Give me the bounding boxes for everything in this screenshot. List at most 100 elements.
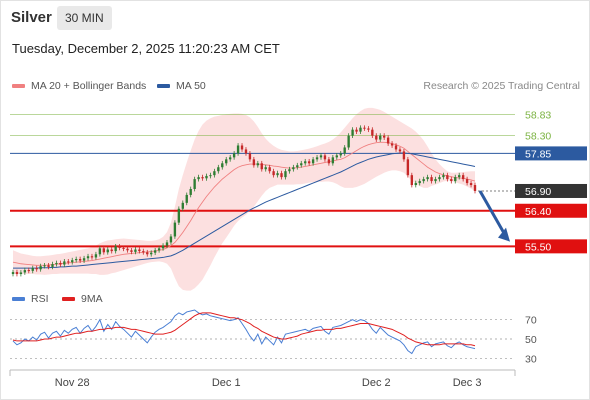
candle-body-77 <box>315 157 319 160</box>
candle-body-117 <box>473 185 477 191</box>
candle-body-106 <box>430 177 433 182</box>
candle-body-28 <box>122 247 125 249</box>
candle-body-56 <box>232 153 236 158</box>
support-label-4: 56.40 <box>525 206 551 218</box>
candle-body-27 <box>118 246 121 248</box>
candle-body-93 <box>379 135 382 140</box>
legend-ma50: MA 50 <box>157 80 206 92</box>
candle-body-67 <box>276 173 279 176</box>
candle-body-75 <box>307 161 311 164</box>
candle-body-95 <box>386 137 390 144</box>
legend-ma20: MA 20 + Bollinger Bands <box>12 80 146 92</box>
pivot-label-box <box>515 146 587 161</box>
ma50-line <box>13 152 476 269</box>
timeframe-badge[interactable]: 30 MIN <box>57 6 112 30</box>
copyright-text: Research © 2025 Trading Central <box>423 80 580 92</box>
candle-body-101 <box>410 175 414 186</box>
candle-body-13 <box>63 261 66 265</box>
support-label-box-5 <box>515 239 587 254</box>
candle-body-52 <box>217 167 220 172</box>
candle-body-90 <box>367 128 370 130</box>
candle-body-42 <box>177 208 181 223</box>
candle-body-5 <box>31 268 34 271</box>
price-panel: 58.83 58.30 57.85 56.90 56.40 55.50 <box>10 107 587 291</box>
x-tick-label-0: Nov 28 <box>55 377 90 389</box>
candle-body-104 <box>422 179 425 182</box>
candle-body-33 <box>142 251 145 253</box>
rsi-9ma-line <box>12 312 476 347</box>
candle-body-19 <box>86 256 90 259</box>
rsi-level-label-2: 30 <box>525 353 537 365</box>
candle-body-105 <box>426 177 429 180</box>
candle-body-7 <box>39 266 42 270</box>
last-price-box <box>515 183 587 198</box>
legend-ma20-label: MA 20 + Bollinger Bands <box>31 80 147 92</box>
candle-body-0 <box>11 272 15 275</box>
9ma-swatch <box>62 297 75 301</box>
candle-body-116 <box>469 183 473 186</box>
candle-body-82 <box>335 155 338 158</box>
candle-body-60 <box>248 153 252 160</box>
candle-body-36 <box>153 250 157 253</box>
candle-body-34 <box>146 252 149 255</box>
ma20-line <box>12 141 476 266</box>
last-price-label: 56.90 <box>525 186 551 198</box>
candle-body-102 <box>414 183 417 186</box>
candle-body-51 <box>213 171 216 176</box>
candle-body-22 <box>98 248 102 255</box>
candle-body-99 <box>402 151 406 160</box>
legend-ma50-label: MA 50 <box>176 80 206 92</box>
support-label-box-4 <box>515 203 587 218</box>
candle-body-39 <box>165 242 169 246</box>
candle-body-14 <box>67 261 70 263</box>
candle-body-107 <box>434 179 437 182</box>
candle-body-3 <box>23 270 27 273</box>
candle-body-58 <box>240 145 244 150</box>
candle-body-40 <box>169 236 173 243</box>
target-label-1: 58.30 <box>525 131 551 143</box>
candle-body-10 <box>51 264 54 267</box>
candle-body-6 <box>35 268 38 270</box>
candle-body-9 <box>47 265 50 267</box>
candle-body-20 <box>90 256 94 258</box>
candle-body-53 <box>221 163 224 168</box>
candle-body-1 <box>15 272 19 275</box>
legend-9ma-label: 9MA <box>81 293 103 305</box>
candle-body-17 <box>78 259 82 261</box>
rsi-swatch <box>12 297 25 301</box>
candle-body-97 <box>394 145 398 150</box>
candle-body-12 <box>59 262 62 265</box>
rsi-line <box>12 309 476 355</box>
candle-body-114 <box>461 175 465 180</box>
candle-body-64 <box>264 167 267 170</box>
rsi-level-label-1: 50 <box>525 334 537 346</box>
candle-body-21 <box>94 254 98 258</box>
candle-body-24 <box>106 249 109 253</box>
candle-body-109 <box>442 175 445 178</box>
support-label-5: 55.50 <box>525 241 551 253</box>
legend-rsi-label: RSI <box>31 293 49 305</box>
candle-body-25 <box>110 249 113 252</box>
candle-body-81 <box>331 157 335 164</box>
candle-body-50 <box>209 175 212 177</box>
candle-body-78 <box>319 155 323 158</box>
candle-body-65 <box>268 167 271 172</box>
candle-body-84 <box>343 147 346 154</box>
candle-body-79 <box>323 155 327 160</box>
candle-body-98 <box>398 149 402 152</box>
candle-body-69 <box>284 171 287 178</box>
candle-body-46 <box>193 179 196 189</box>
candle-body-80 <box>327 159 331 164</box>
candle-body-2 <box>19 272 23 275</box>
legend-9ma: 9MA <box>62 293 103 305</box>
pivot-label: 57.85 <box>525 148 551 160</box>
candle-body-18 <box>82 258 86 261</box>
candle-body-48 <box>201 177 204 179</box>
projection-arrow-head <box>498 227 510 242</box>
candle-body-70 <box>288 169 291 172</box>
candle-body-45 <box>189 189 192 195</box>
candle-body-37 <box>157 248 161 251</box>
candle-body-72 <box>296 165 299 168</box>
x-tick-label-2: Dec 2 <box>362 377 391 389</box>
